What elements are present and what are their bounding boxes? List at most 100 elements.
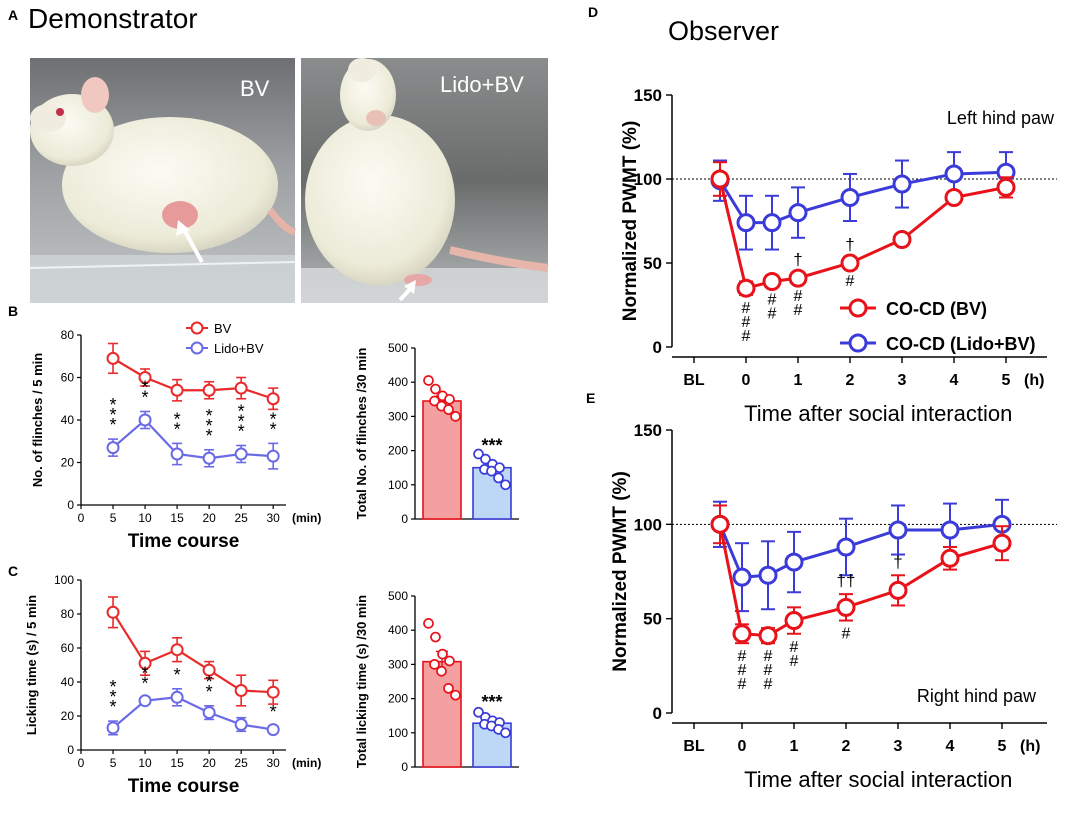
x-tick-label: 20 [202,511,216,525]
significance-mark-1: * [142,673,149,693]
data-point [758,626,778,646]
legend-swatch-marker [848,333,868,353]
y-tick-label: 40 [61,675,75,689]
bar-point [493,472,504,484]
bar-0 [422,660,462,768]
data-point [202,383,216,397]
y-axis-label: No. of flinches / 5 min [30,353,45,487]
data-point [202,451,216,465]
bar-point [473,448,484,460]
data-point [266,685,280,699]
significance-mark-0: * [142,378,149,398]
data-point [266,392,280,406]
significance-mark-2: * [206,426,213,446]
significance-mark-1: * [110,687,117,707]
data-point [710,169,730,189]
panel-a-letter: A [8,7,18,23]
hash-mark: # [768,292,777,309]
hash-mark: # [794,302,803,319]
data-point [840,187,860,207]
data-point [840,253,860,273]
chart-c-line: C 0 20 40 60 80 100 0 5 10 15 20 25 30 (min) Time cours… [8,563,321,797]
y-tick-label: 100 [634,515,662,534]
panel-letter-B: B [8,303,18,319]
x-tick-label: 30 [267,756,281,770]
y-tick-label: 60 [61,641,75,655]
hash-mark: # [768,306,777,323]
data-point [992,533,1012,553]
y-tick-label: 0 [67,743,74,757]
x-tick-label: 5 [1002,372,1011,389]
x-tick-label: BL [683,738,705,755]
y-tick-label: 20 [61,456,75,470]
data-point [836,597,856,617]
x-unit-label: (h) [1020,738,1040,755]
x-tick-label: 5 [110,511,117,525]
panel-letter-C: C [8,563,18,579]
significance-mark-1: * [174,419,181,439]
data-point [234,718,248,731]
y-axis-label: Total No. of flinches /30 min [354,348,369,520]
data-point [940,520,960,540]
bar-point [443,682,454,694]
hash-mark: # [742,314,751,331]
panel-a-title: Demonstrator [28,3,198,34]
bar-point [480,453,491,465]
data-point [736,213,756,233]
y-tick-label: 100 [388,726,408,740]
significance-mark-2: * [110,697,117,717]
bar-point [429,659,440,670]
significance-mark-1: * [238,412,245,432]
y-tick-label: 80 [61,328,75,342]
bar-point [486,465,497,477]
bar-point [437,648,448,660]
y-tick-label: 150 [634,86,662,105]
data-point [234,684,248,697]
bar-point [473,706,484,718]
x-axis-label: Time after social interaction [744,401,1012,426]
x-tick-label: 15 [170,511,184,525]
bar-point [429,395,440,407]
y-tick-label: 50 [643,610,662,629]
significance-mark-0: * [110,395,117,415]
dagger-mark: †† [837,571,856,590]
data-point [732,567,752,587]
x-tick-label: 15 [170,756,184,770]
y-tick-label: 300 [388,657,408,671]
bar-point [444,393,455,405]
series-line-0 [112,611,274,694]
bar-point [500,727,511,739]
significance-mark-0: * [270,702,277,722]
x-unit-label: (h) [1024,372,1044,389]
data-point [732,624,752,644]
data-point [106,721,120,735]
data-point [944,164,964,184]
significance-mark-0: * [206,406,213,426]
bar-significance: *** [481,692,502,712]
x-tick-label: 5 [998,738,1007,755]
hash-mark: # [846,273,855,290]
photo-lido-bv-label: Lido+BV [440,72,524,97]
data-point [888,520,908,540]
data-point [202,706,216,720]
data-point [202,663,216,677]
x-tick-label: 5 [110,756,117,770]
y-tick-label: 500 [388,589,408,603]
y-tick-label: 60 [61,371,75,385]
panel-letter-E: E [586,390,595,406]
data-point [892,174,912,194]
data-point [170,643,184,657]
y-tick-label: 50 [643,254,662,273]
data-point [892,229,912,249]
data-point [106,605,120,619]
y-tick-label: 0 [653,338,662,357]
data-point [762,213,782,233]
hash-mark: # [764,676,773,693]
significance-mark-0: * [238,402,245,422]
dagger-mark: † [893,552,902,571]
significance-mark-1: * [206,416,213,436]
significance-mark-0: * [270,409,277,429]
series-line-1 [112,696,274,731]
hash-mark: # [738,662,747,679]
data-point [138,371,152,384]
